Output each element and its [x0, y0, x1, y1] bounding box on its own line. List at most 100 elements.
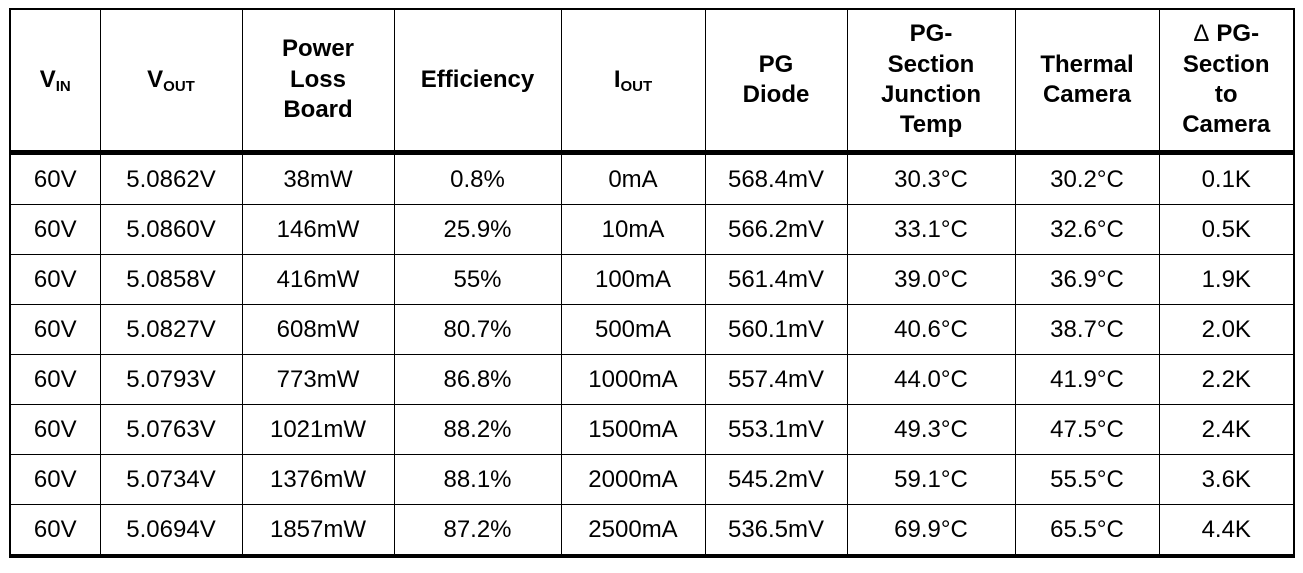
cell-vout: 5.0827V	[99, 304, 243, 355]
column-header-pg-diode: PG Diode	[704, 8, 848, 155]
cell-iout: 500mA	[560, 304, 706, 355]
cell-iout: 0mA	[560, 152, 706, 205]
column-header-delta-pg-section-to-camera: Δ PG- Section to Camera	[1158, 8, 1295, 155]
cell-power-loss-board: 38mW	[241, 152, 395, 205]
cell-efficiency: 0.8%	[393, 152, 562, 205]
cell-power-loss-board: 416mW	[241, 254, 395, 305]
cell-delta-pg-section-to-camera: 2.0K	[1158, 304, 1295, 355]
cell-pg-section-junction-temp: 33.1°C	[846, 204, 1016, 255]
cell-pg-section-junction-temp: 39.0°C	[846, 254, 1016, 305]
cell-vout: 5.0862V	[99, 152, 243, 205]
cell-pg-section-junction-temp: 59.1°C	[846, 454, 1016, 505]
cell-iout: 10mA	[560, 204, 706, 255]
cell-delta-pg-section-to-camera: 0.1K	[1158, 152, 1295, 205]
header-subscript: OUT	[620, 77, 653, 95]
cell-iout: 100mA	[560, 254, 706, 305]
cell-vin: 60V	[9, 354, 101, 405]
cell-vin: 60V	[9, 404, 101, 455]
cell-pg-section-junction-temp: 40.6°C	[846, 304, 1016, 355]
header-label: PG Diode	[742, 50, 810, 108]
header-subscript: IN	[55, 77, 71, 95]
cell-delta-pg-section-to-camera: 0.5K	[1158, 204, 1295, 255]
cell-vout: 5.0793V	[99, 354, 243, 405]
cell-delta-pg-section-to-camera: 4.4K	[1158, 504, 1295, 557]
cell-thermal-camera: 55.5°C	[1014, 454, 1160, 505]
cell-pg-diode: 566.2mV	[704, 204, 848, 255]
cell-efficiency: 55%	[393, 254, 562, 305]
table-body: 60V 5.0862V 38mW 0.8% 0mA 568.4mV 30.3°C 30.2°C…	[9, 152, 1295, 557]
cell-pg-section-junction-temp: 44.0°C	[846, 354, 1016, 405]
table-row: 60V 5.0694V 1857mW 87.2% 2500mA 536.5mV 69.9°C…	[9, 504, 1295, 557]
table-row: 60V 5.0858V 416mW 55% 100mA 561.4mV 39.0°C 36.9…	[9, 254, 1295, 305]
cell-power-loss-board: 1376mW	[241, 454, 395, 505]
cell-power-loss-board: 608mW	[241, 304, 395, 355]
cell-delta-pg-section-to-camera: 1.9K	[1158, 254, 1295, 305]
cell-power-loss-board: 773mW	[241, 354, 395, 405]
cell-vout: 5.0858V	[99, 254, 243, 305]
cell-pg-section-junction-temp: 69.9°C	[846, 504, 1016, 557]
cell-pg-diode: 568.4mV	[704, 152, 848, 205]
cell-vout: 5.0763V	[99, 404, 243, 455]
cell-vin: 60V	[9, 504, 101, 557]
cell-pg-diode: 545.2mV	[704, 454, 848, 505]
cell-pg-diode: 557.4mV	[704, 354, 848, 405]
cell-pg-diode: 536.5mV	[704, 504, 848, 557]
table-row: 60V 5.0827V 608mW 80.7% 500mA 560.1mV 40.6°C 38…	[9, 304, 1295, 355]
table-row: 60V 5.0734V 1376mW 88.1% 2000mA 545.2mV 59.1°C…	[9, 454, 1295, 505]
cell-vin: 60V	[9, 152, 101, 205]
cell-power-loss-board: 146mW	[241, 204, 395, 255]
cell-efficiency: 87.2%	[393, 504, 562, 557]
cell-iout: 1500mA	[560, 404, 706, 455]
cell-pg-diode: 560.1mV	[704, 304, 848, 355]
cell-pg-diode: 553.1mV	[704, 404, 848, 455]
cell-vin: 60V	[9, 304, 101, 355]
header-label: PG- Section to Camera	[1182, 20, 1271, 139]
cell-delta-pg-section-to-camera: 2.2K	[1158, 354, 1295, 405]
cell-iout: 1000mA	[560, 354, 706, 405]
cell-efficiency: 80.7%	[393, 304, 562, 355]
column-header-thermal-camera: Thermal Camera	[1014, 8, 1160, 155]
cell-vout: 5.0694V	[99, 504, 243, 557]
measurement-table: VIN VOUT Power Loss Board Efficiency IOU…	[9, 8, 1295, 558]
table-row: 60V 5.0862V 38mW 0.8% 0mA 568.4mV 30.3°C 30.2°C…	[9, 152, 1295, 205]
column-header-vout: VOUT	[99, 8, 243, 155]
cell-thermal-camera: 30.2°C	[1014, 152, 1160, 205]
cell-efficiency: 88.2%	[393, 404, 562, 455]
cell-thermal-camera: 38.7°C	[1014, 304, 1160, 355]
header-label: Efficiency	[420, 65, 535, 93]
cell-power-loss-board: 1021mW	[241, 404, 395, 455]
cell-vin: 60V	[9, 254, 101, 305]
column-header-power-loss-board: Power Loss Board	[241, 8, 395, 155]
cell-vout: 5.0860V	[99, 204, 243, 255]
header-label: Power Loss Board	[281, 35, 355, 124]
header-subscript: OUT	[163, 77, 195, 95]
header-label: PG- Section Junction Temp	[881, 20, 981, 139]
column-header-iout: IOUT	[560, 8, 706, 155]
cell-pg-section-junction-temp: 30.3°C	[846, 152, 1016, 205]
table-header: VIN VOUT Power Loss Board Efficiency IOU…	[9, 8, 1295, 155]
cell-vin: 60V	[9, 454, 101, 505]
cell-thermal-camera: 36.9°C	[1014, 254, 1160, 305]
header-label: I	[613, 65, 621, 93]
cell-efficiency: 88.1%	[393, 454, 562, 505]
header-row: VIN VOUT Power Loss Board Efficiency IOU…	[9, 8, 1295, 155]
cell-delta-pg-section-to-camera: 2.4K	[1158, 404, 1295, 455]
table-row: 60V 5.0763V 1021mW 88.2% 1500mA 553.1mV 49.3°C…	[9, 404, 1295, 455]
table-row: 60V 5.0793V 773mW 86.8% 1000mA 557.4mV 44.0°C 4…	[9, 354, 1295, 405]
cell-thermal-camera: 65.5°C	[1014, 504, 1160, 557]
header-label: Thermal Camera	[1040, 50, 1134, 108]
header-label: V	[147, 65, 164, 93]
table-row: 60V 5.0860V 146mW 25.9% 10mA 566.2mV 33.1°C 32.…	[9, 204, 1295, 255]
cell-efficiency: 86.8%	[393, 354, 562, 405]
cell-pg-diode: 561.4mV	[704, 254, 848, 305]
delta-symbol: Δ	[1193, 20, 1210, 48]
cell-pg-section-junction-temp: 49.3°C	[846, 404, 1016, 455]
cell-iout: 2000mA	[560, 454, 706, 505]
cell-thermal-camera: 47.5°C	[1014, 404, 1160, 455]
column-header-vin: VIN	[9, 8, 101, 155]
column-header-pg-section-junction-temp: PG- Section Junction Temp	[846, 8, 1016, 155]
cell-delta-pg-section-to-camera: 3.6K	[1158, 454, 1295, 505]
cell-thermal-camera: 32.6°C	[1014, 204, 1160, 255]
column-header-efficiency: Efficiency	[393, 8, 562, 155]
